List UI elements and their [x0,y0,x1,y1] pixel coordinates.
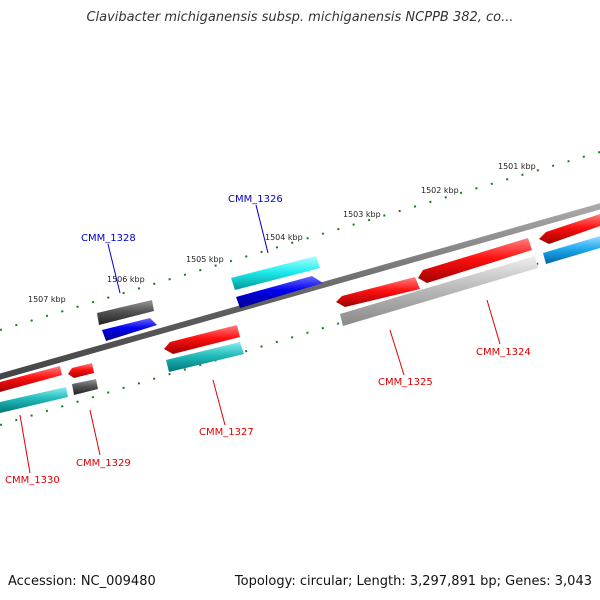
accession-label: Accession: NC_009480 [8,574,156,589]
gene-label-cmm-1326[interactable]: CMM_1326 [228,194,283,205]
kbp-tick-label: 1502 kbp [421,186,459,195]
gene-cmm-1329-arrow[interactable] [68,363,98,395]
kbp-tick-label: 1504 kbp [265,233,303,242]
kbp-tick-label: 1503 kbp [343,210,381,219]
gene-cmm-1326-arrow[interactable] [231,256,323,308]
gene-cmm-1327-arrow[interactable] [164,325,244,372]
kbp-tick-label: 1505 kbp [186,255,224,264]
gene-label-cmm-1330[interactable]: CMM_1330 [5,475,60,486]
kbp-tick-label: 1506 kbp [107,275,145,284]
gene-label-cmm-1325[interactable]: CMM_1325 [378,377,433,388]
gene-label-cmm-1327[interactable]: CMM_1327 [199,427,254,438]
map-title: Clavibacter michiganensis subsp. michiga… [86,10,514,25]
kbp-tick-label: 1501 kbp [498,162,536,171]
genome-backbone [0,203,600,380]
gene-cmm-1325-arrow[interactable] [336,256,538,326]
gene-label-cmm-1329[interactable]: CMM_1329 [76,458,131,469]
gene-cmm-1330-arrow[interactable] [0,366,68,413]
gene-cmm-1328-arrow[interactable] [97,300,157,341]
kbp-tick-label: 1507 kbp [28,295,66,304]
gene-next-arrow[interactable] [539,214,600,264]
topology-label: Topology: circular; Length: 3,297,891 bp… [234,574,592,589]
gene-label-cmm-1324[interactable]: CMM_1324 [476,347,531,358]
gene-label-cmm-1328[interactable]: CMM_1328 [81,233,136,244]
gene-cmm-1324-arrow[interactable] [418,238,532,283]
